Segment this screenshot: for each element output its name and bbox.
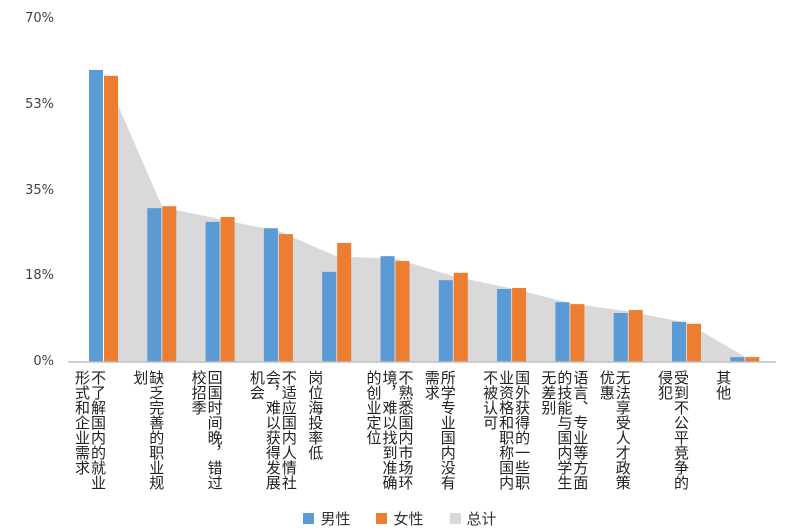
female-bar [337,242,352,362]
legend: 男性 女性 总计 [0,508,800,529]
female-bar [278,234,293,362]
x-tick-label: 受到不公平竞争的侵犯 [656,370,690,490]
male-bar [730,357,745,362]
legend-label-female: 女性 [393,510,424,528]
y-tick-label: 0% [33,354,54,369]
female-bar [628,310,643,362]
legend-label-total: 总计 [466,510,497,528]
male-bar [263,228,278,362]
x-tick-label: 其他 [714,370,733,400]
y-tick-label: 53% [25,96,54,112]
x-tick-label: 回国时间晚，错过校招季 [189,370,224,490]
legend-swatch-total [449,513,461,524]
male-bar [438,280,453,362]
legend-swatch-female [376,513,388,524]
male-bar [147,208,162,362]
x-tick-label: 缺乏完善的职业规划 [131,370,166,490]
legend-item-female: 女性 [376,508,424,529]
x-tick-label: 岗位海投率低 [306,370,325,460]
female-bar [745,357,760,362]
legend-item-total: 总计 [449,508,497,529]
female-bar [162,206,177,362]
male-bar [322,271,337,362]
x-tick-label: 不了解国内的就业形式和企业需求 [73,370,107,490]
y-tick-label: 18% [25,268,54,284]
female-bar [570,304,585,362]
female-bar [687,323,701,362]
x-tick-label: 无法享受人才政策优惠 [597,370,632,490]
total-area [104,72,746,363]
male-bar [380,256,395,362]
female-bar [512,288,527,362]
male-bar [205,221,220,362]
x-tick-label: 国外获得的一些职业资格和职称国内不被认可 [481,370,532,490]
male-bar [613,313,628,362]
bar-layer [89,69,760,363]
female-bar [220,216,235,362]
female-bar [395,261,410,362]
legend-swatch-male [303,513,315,524]
x-tick-label: 不适应国内人情社会，难以获得发展机会 [247,370,298,490]
male-bar [555,302,570,362]
x-tick-label: 不熟悉国内市场环境，难以找到准确的创业定位 [364,370,415,490]
x-tick-label: 语言、专业等方面的技能与国内学生无差别 [539,370,590,490]
total-area-layer [104,72,746,363]
y-tick-label: 70% [25,11,54,26]
legend-item-male: 男性 [303,508,350,529]
y-tick-label: 35% [25,182,54,198]
legend-label-male: 男性 [320,510,351,528]
male-bar [497,288,512,362]
female-bar [104,75,118,362]
female-bar [453,272,468,362]
x-tick-label: 所学专业国内没有需求 [422,370,457,490]
male-bar [89,69,103,363]
male-bar [672,321,686,362]
